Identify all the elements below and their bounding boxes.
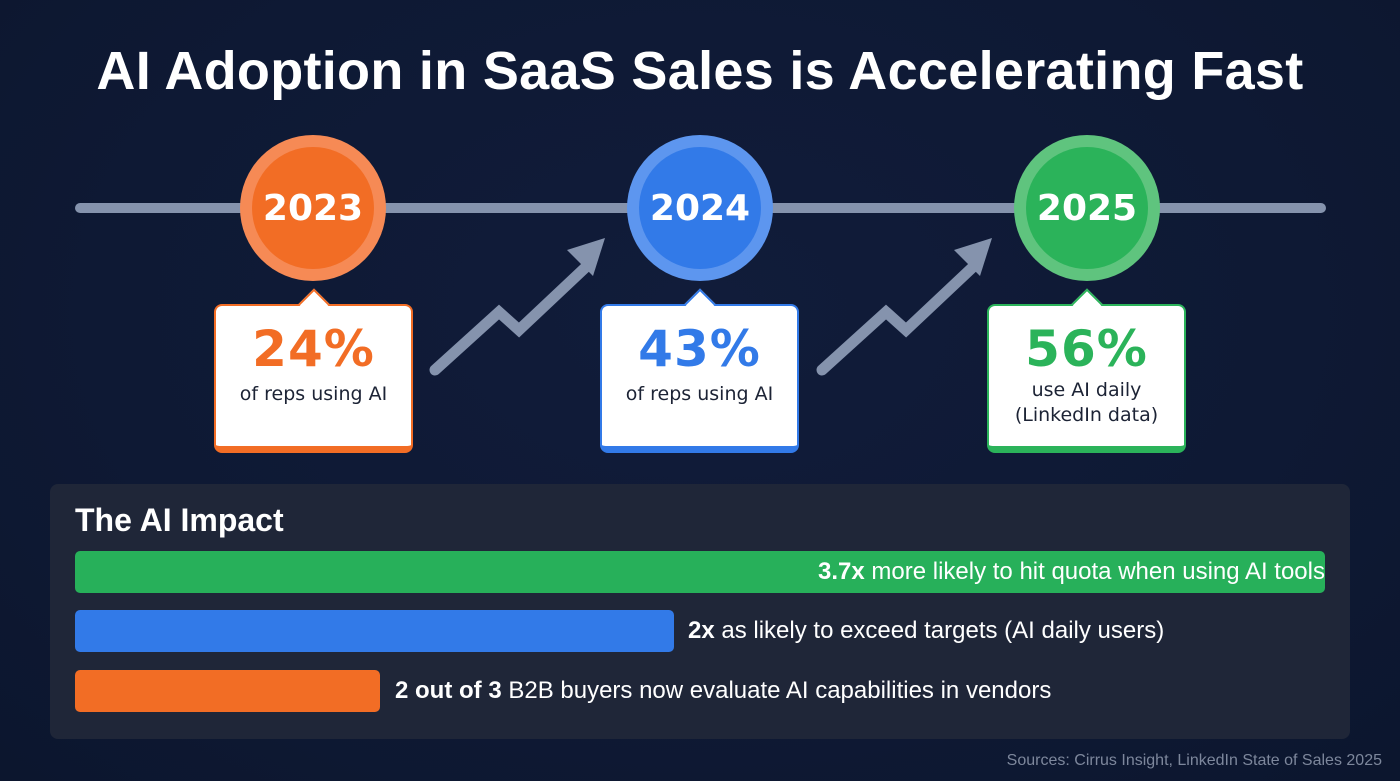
year-label: 2023	[262, 187, 364, 229]
card-pointer	[297, 288, 330, 320]
stat-value: 56%	[1025, 320, 1148, 378]
sources-footnote: Sources: Cirrus Insight, LinkedIn State …	[1006, 752, 1382, 769]
stat-caption-source: (LinkedIn data)	[1014, 404, 1159, 426]
impact-bar-targets	[75, 610, 674, 652]
year-circle-2023: 2023	[240, 135, 386, 281]
year-label: 2024	[649, 187, 751, 229]
stat-card-2023: 24% of reps using AI	[214, 288, 413, 453]
card-pointer	[1070, 288, 1103, 320]
impact-label-quota: 3.7x more likely to hit quota when using…	[818, 551, 1325, 593]
stat-card-2025: 56% use AI daily (LinkedIn data)	[987, 288, 1186, 453]
impact-highlight: 3.7x	[818, 558, 865, 585]
stat-card-2024: 43% of reps using AI	[600, 288, 799, 453]
stat-caption: of reps using AI	[625, 383, 774, 405]
impact-panel: The AI Impact 3.7x more likely to hit qu…	[50, 484, 1350, 739]
impact-bar-buyers	[75, 670, 380, 712]
year-label: 2025	[1036, 187, 1138, 229]
impact-text: B2B buyers now evaluate AI capabilities …	[501, 677, 1052, 704]
trend-up-arrow-icon	[816, 238, 992, 376]
year-circle-2024: 2024	[627, 135, 773, 281]
stat-value: 24%	[252, 320, 375, 378]
impact-title: The AI Impact	[75, 502, 284, 538]
trend-up-arrow-icon	[429, 238, 605, 376]
impact-bar-quota	[75, 551, 1325, 593]
impact-label-buyers: 2 out of 3 B2B buyers now evaluate AI ca…	[395, 670, 1051, 712]
impact-highlight: 2x	[688, 617, 715, 644]
stat-caption: of reps using AI	[239, 383, 388, 405]
year-circle-2025: 2025	[1014, 135, 1160, 281]
impact-highlight: 2 out of 3	[395, 677, 502, 704]
impact-text: more likely to hit quota when using AI t…	[864, 558, 1325, 585]
impact-label-targets: 2x as likely to exceed targets (AI daily…	[688, 610, 1164, 652]
stat-value: 43%	[638, 320, 761, 378]
stat-caption: use AI daily	[1031, 379, 1142, 401]
impact-text: as likely to exceed targets (AI daily us…	[714, 617, 1165, 644]
card-pointer	[683, 288, 716, 320]
page-title: AI Adoption in SaaS Sales is Acceleratin…	[96, 41, 1304, 101]
